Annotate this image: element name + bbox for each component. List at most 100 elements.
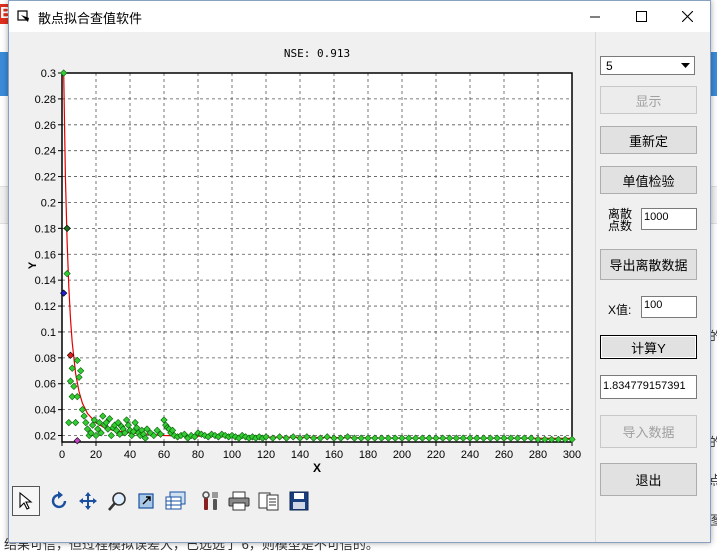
show-button[interactable]: 显示 — [600, 86, 697, 114]
data-point[interactable] — [71, 418, 80, 427]
data-point[interactable] — [439, 434, 447, 442]
data-point[interactable] — [87, 429, 95, 437]
data-point[interactable] — [364, 434, 372, 442]
chart-area[interactable]: NSE: 0.913 0 20 40 60 80 100 120 140 160 180 200 220… — [9, 32, 598, 482]
copy-icon[interactable] — [255, 486, 283, 516]
minimize-button[interactable] — [572, 1, 618, 32]
data-point[interactable] — [190, 433, 199, 441]
data-point[interactable] — [479, 434, 488, 442]
data-point[interactable] — [486, 434, 495, 442]
rotate-icon[interactable] — [46, 486, 74, 516]
data-point[interactable] — [541, 435, 549, 444]
data-point[interactable] — [289, 433, 297, 441]
data-point[interactable] — [99, 412, 107, 420]
data-point[interactable] — [73, 393, 81, 401]
data-point[interactable] — [97, 429, 105, 437]
data-point[interactable] — [507, 434, 515, 442]
zoom-icon[interactable] — [104, 486, 132, 516]
highlight-point[interactable] — [66, 351, 75, 359]
data-point[interactable] — [60, 69, 68, 77]
pan-icon[interactable] — [74, 486, 102, 516]
data-point[interactable] — [143, 425, 151, 433]
data-point[interactable] — [568, 435, 576, 444]
data-point[interactable] — [405, 434, 413, 442]
import-data-button[interactable]: 导入数据 — [600, 415, 697, 448]
data-point[interactable] — [207, 430, 216, 438]
data-point[interactable] — [70, 382, 78, 390]
data-point[interactable] — [68, 364, 76, 372]
data-point[interactable] — [131, 418, 139, 427]
discrete-points-input[interactable]: 1000 — [641, 208, 697, 230]
data-point[interactable] — [168, 426, 177, 434]
result-y-field[interactable]: 1.834779157391 — [600, 375, 697, 399]
data-point[interactable] — [129, 428, 138, 436]
data-point[interactable] — [95, 418, 104, 427]
scatter-chart[interactable]: NSE: 0.913 0 20 40 60 80 100 120 140 160 180 200 220… — [9, 32, 598, 482]
data-point[interactable] — [343, 433, 352, 441]
data-point[interactable] — [92, 431, 100, 440]
data-point[interactable] — [371, 434, 379, 442]
tools-icon[interactable] — [197, 486, 225, 516]
title-bar[interactable]: 散点拟合查值软件 — [9, 1, 710, 32]
data-point[interactable] — [65, 418, 73, 427]
data-point[interactable] — [133, 424, 141, 432]
data-point[interactable] — [122, 416, 131, 424]
data-point[interactable] — [102, 418, 110, 427]
highlight-point[interactable] — [73, 437, 81, 445]
data-point[interactable] — [194, 429, 202, 437]
data-point[interactable] — [561, 435, 569, 444]
data-point[interactable] — [554, 435, 563, 444]
data-point[interactable] — [114, 418, 122, 427]
data-point[interactable] — [269, 434, 277, 442]
data-point[interactable] — [78, 406, 87, 414]
highlight-point[interactable] — [60, 289, 68, 297]
data-point[interactable] — [160, 416, 168, 424]
calculate-y-button[interactable]: 计算Y — [600, 335, 697, 359]
data-point[interactable] — [107, 431, 115, 440]
data-point[interactable] — [384, 434, 393, 442]
data-point[interactable] — [75, 373, 83, 381]
data-point[interactable] — [282, 434, 291, 442]
fit-order-select[interactable]: 5 — [600, 56, 695, 75]
data-point[interactable] — [83, 425, 92, 433]
data-point[interactable] — [77, 367, 85, 375]
data-point[interactable] — [141, 434, 149, 442]
data-point[interactable] — [94, 425, 102, 433]
maximize-button[interactable] — [618, 1, 664, 32]
data-point[interactable] — [303, 433, 311, 441]
data-point[interactable] — [534, 435, 542, 444]
export-discrete-data-button[interactable]: 导出离散数据 — [600, 249, 697, 280]
data-point[interactable] — [432, 434, 440, 442]
data-point[interactable] — [153, 426, 161, 434]
data-point[interactable] — [547, 435, 556, 444]
data-point[interactable] — [452, 434, 461, 442]
data-point[interactable] — [377, 434, 386, 442]
single-value-check-button[interactable]: 单值检验 — [600, 166, 697, 194]
data-point[interactable] — [337, 434, 345, 442]
data-point[interactable] — [418, 434, 427, 442]
data-point[interactable] — [218, 430, 226, 438]
chevron-down-icon[interactable] — [677, 57, 694, 74]
close-button[interactable] — [664, 1, 710, 32]
data-point[interactable] — [473, 434, 481, 442]
data-point[interactable] — [82, 418, 90, 427]
data-point[interactable] — [316, 434, 325, 442]
zoom-fit-icon[interactable] — [133, 486, 161, 516]
data-point[interactable] — [275, 433, 284, 441]
data-point[interactable] — [398, 434, 406, 442]
data-point[interactable] — [63, 270, 71, 278]
data-point[interactable] — [90, 416, 98, 424]
data-table-icon[interactable] — [162, 486, 190, 516]
data-point[interactable] — [112, 426, 121, 434]
data-point[interactable] — [296, 434, 304, 442]
data-point[interactable] — [73, 356, 81, 365]
data-point[interactable] — [391, 434, 399, 442]
highlight-point[interactable] — [63, 224, 71, 232]
data-point[interactable] — [88, 421, 97, 429]
reset-button[interactable]: 重新定 — [600, 126, 697, 154]
data-point[interactable] — [121, 429, 129, 437]
data-point[interactable] — [411, 434, 420, 442]
pointer-icon[interactable] — [12, 486, 40, 516]
data-point[interactable] — [466, 434, 474, 442]
data-point[interactable] — [493, 434, 501, 442]
